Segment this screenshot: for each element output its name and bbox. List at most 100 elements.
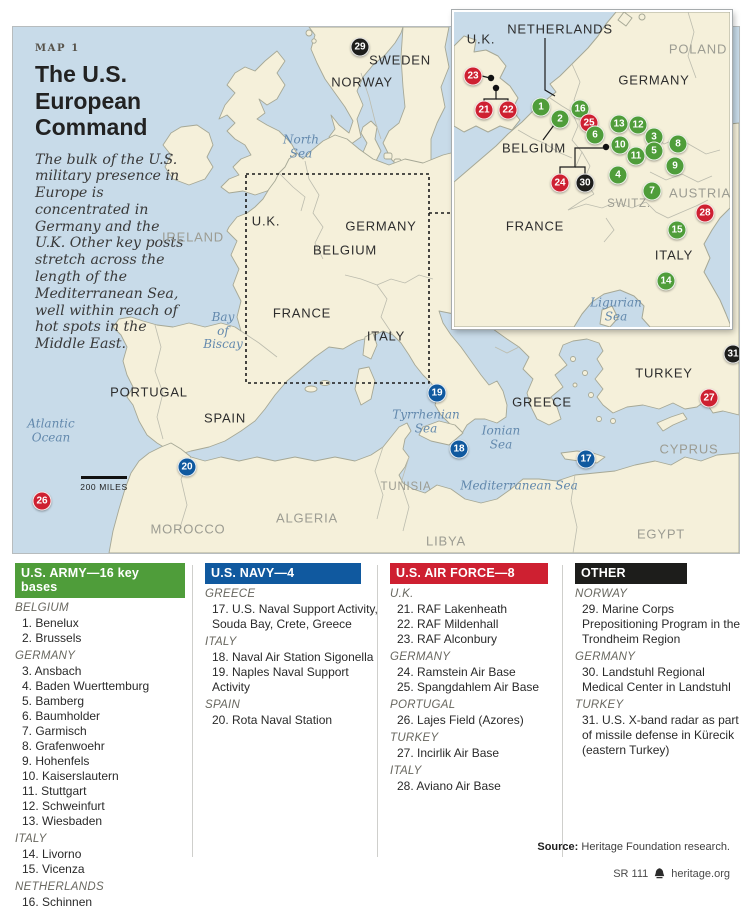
site-link[interactable]: heritage.org: [671, 867, 730, 880]
legend-item-22: 22. RAF Mildenhall: [397, 617, 499, 631]
source-text: Heritage Foundation research.: [581, 841, 730, 853]
sea-label-mediterranean-sea: Mediterranean Sea: [460, 478, 578, 493]
callout-lines: [481, 38, 606, 175]
map-marker-23: 23: [463, 66, 483, 86]
legend-divider: [377, 565, 378, 857]
legend-group-italy: ITALY 14. Livorno 15. Vicenza: [15, 832, 187, 877]
map-marker-22: 22: [498, 100, 518, 120]
country-label-portugal: PORTUGAL: [110, 384, 188, 400]
legend-group-italy: ITALY 28. Aviano Air Base: [390, 764, 560, 794]
legend-group-spain: SPAIN 20. Rota Naval Station: [205, 698, 381, 728]
map-marker-15: 15: [667, 220, 687, 240]
legend-group-germany: GERMANY 30. Landstuhl Regional Medical Ce…: [575, 650, 745, 695]
coast-uk: [218, 50, 300, 196]
country-label-turkey: TURKEY: [635, 365, 693, 381]
legend-group-netherlands: NETHERLANDS 16. Schinnen: [15, 880, 187, 910]
doc-id: SR 111: [613, 867, 649, 880]
legend-item-1: 1. Benelux: [22, 616, 79, 630]
map-description: The bulk of the U.S. military presence i…: [35, 151, 184, 353]
map-marker-9: 9: [665, 156, 685, 176]
legend-item-10: 10. Kaiserslautern: [22, 769, 119, 783]
country-label-switz: SWITZ.: [607, 198, 651, 210]
source-note: Source: Heritage Foundation research.: [537, 841, 730, 853]
sea-label-atlantic-ocean: Atlantic Ocean: [27, 416, 75, 444]
scale-bar-label: 200 MILES: [80, 482, 128, 492]
inset-coast-continent: [454, 12, 730, 327]
legend-item-2: 2. Brussels: [22, 631, 82, 645]
inset-coastline-map: [454, 12, 730, 327]
map-marker-6: 6: [585, 125, 605, 145]
legend-group-germany: GERMANY 3. Ansbach 4. Baden Wuerttemburg 5.…: [15, 649, 187, 829]
country-label-netherlands: NETHERLANDS: [507, 21, 613, 37]
legend-country-norway: NORWAY: [575, 588, 628, 600]
legend-country-turkey: TURKEY: [575, 699, 624, 711]
sea-label-ionian-sea: Ionian Sea: [481, 423, 521, 451]
map-marker-12: 12: [628, 115, 648, 135]
legend-item-24: 24. Ramstein Air Base: [397, 665, 516, 679]
legend-item-14: 14. Livorno: [22, 847, 82, 861]
map-marker-8: 8: [668, 134, 688, 154]
country-label-belgium: BELGIUM: [312, 242, 378, 258]
legend-item-8: 8. Grafenwoehr: [22, 739, 105, 753]
legend-item-13: 13. Wiesbaden: [22, 814, 103, 828]
coast-sweden: [382, 27, 450, 178]
coast-sardinia: [354, 366, 376, 406]
country-label-france: FRANCE: [505, 218, 565, 234]
coast-corsica: [362, 332, 378, 360]
country-borders: [154, 72, 578, 553]
coast-ireland: [162, 124, 214, 186]
map-marker-17: 17: [576, 449, 596, 469]
scale-bar-line: [81, 476, 127, 479]
legend-divider: [562, 565, 563, 857]
legend-divider: [192, 565, 193, 857]
legend-country-greece: GREECE: [205, 588, 256, 600]
sea-label-north-sea: North Sea: [282, 132, 320, 160]
sea-label-ligurian-sea: Ligurian Sea: [590, 295, 642, 323]
legend-item-30: 30. Landstuhl Regional Medical Center in…: [582, 665, 731, 694]
location-dots: [487, 74, 610, 151]
page-title: The U.S. European Command: [35, 61, 148, 140]
legend-country-belgium: BELGIUM: [15, 602, 69, 614]
country-label-sweden: SWEDEN: [369, 52, 431, 68]
legend-column-army: U.S. ARMY—16 key bases BELGIUM 1. Benelux 2…: [15, 563, 187, 910]
map-marker-4: 4: [608, 165, 628, 185]
sea-label-tyrrhenian-sea: Tyrrhenian Sea: [392, 407, 460, 435]
country-label-spain: SPAIN: [203, 410, 247, 426]
legend-item-25: 25. Spangdahlem Air Base: [397, 680, 540, 694]
map-marker-24: 24: [550, 173, 570, 193]
map-marker-11: 11: [626, 146, 646, 166]
legend-item-19: 19. Naples Naval Support Activity: [212, 665, 349, 694]
map-marker-26: 26: [32, 491, 52, 511]
legend-group-belgium: BELGIUM 1. Benelux 2. Brussels: [15, 601, 187, 646]
legend-country-spain: SPAIN: [205, 699, 241, 711]
inset-extent-box: [245, 173, 453, 384]
coast-sicily: [418, 420, 464, 446]
legend-item-18: 18. Naval Air Station Sigonella: [212, 650, 374, 664]
map-marker-21: 21: [474, 100, 494, 120]
map-marker-18: 18: [449, 439, 469, 459]
legend-item-23: 23. RAF Alconbury: [397, 632, 498, 646]
sea-label-bay-of-biscay: Bay of Biscay: [203, 309, 243, 351]
title-block: MAP 1 The U.S. European Command The bulk o…: [35, 43, 205, 353]
country-label-france: FRANCE: [272, 305, 332, 321]
map-marker-30: 30: [575, 173, 595, 193]
country-label-u-k: U.K.: [251, 213, 281, 229]
map-marker-19: 19: [427, 383, 447, 403]
map-marker-31: 31: [723, 344, 739, 364]
legend-country-germany: GERMANY: [390, 651, 451, 663]
map-marker-2: 2: [550, 109, 570, 129]
legend-item-29: 29. Marine Corps Prepositioning Program …: [582, 602, 741, 646]
country-label-norway: NORWAY: [331, 74, 393, 90]
legend-column-other: OTHER NORWAY 29. Marine Corps Prepositioni…: [575, 563, 745, 758]
legend-item-16: 16. Schinnen: [22, 895, 93, 909]
legend-country-germany: GERMANY: [575, 651, 636, 663]
legend-item-15: 15. Vicenza: [22, 862, 85, 876]
legend-group-norway: NORWAY 29. Marine Corps Prepositioning Pr…: [575, 587, 745, 647]
legend-country-italy: ITALY: [390, 765, 422, 777]
country-label-italy: ITALY: [654, 247, 694, 263]
map-marker-7: 7: [642, 181, 662, 201]
legend-item-3: 3. Ansbach: [22, 664, 82, 678]
legend-country-netherlands: NETHERLANDS: [15, 881, 104, 893]
country-label-austria: AUSTRIA: [669, 185, 731, 201]
legend-country-portugal: PORTUGAL: [390, 699, 456, 711]
